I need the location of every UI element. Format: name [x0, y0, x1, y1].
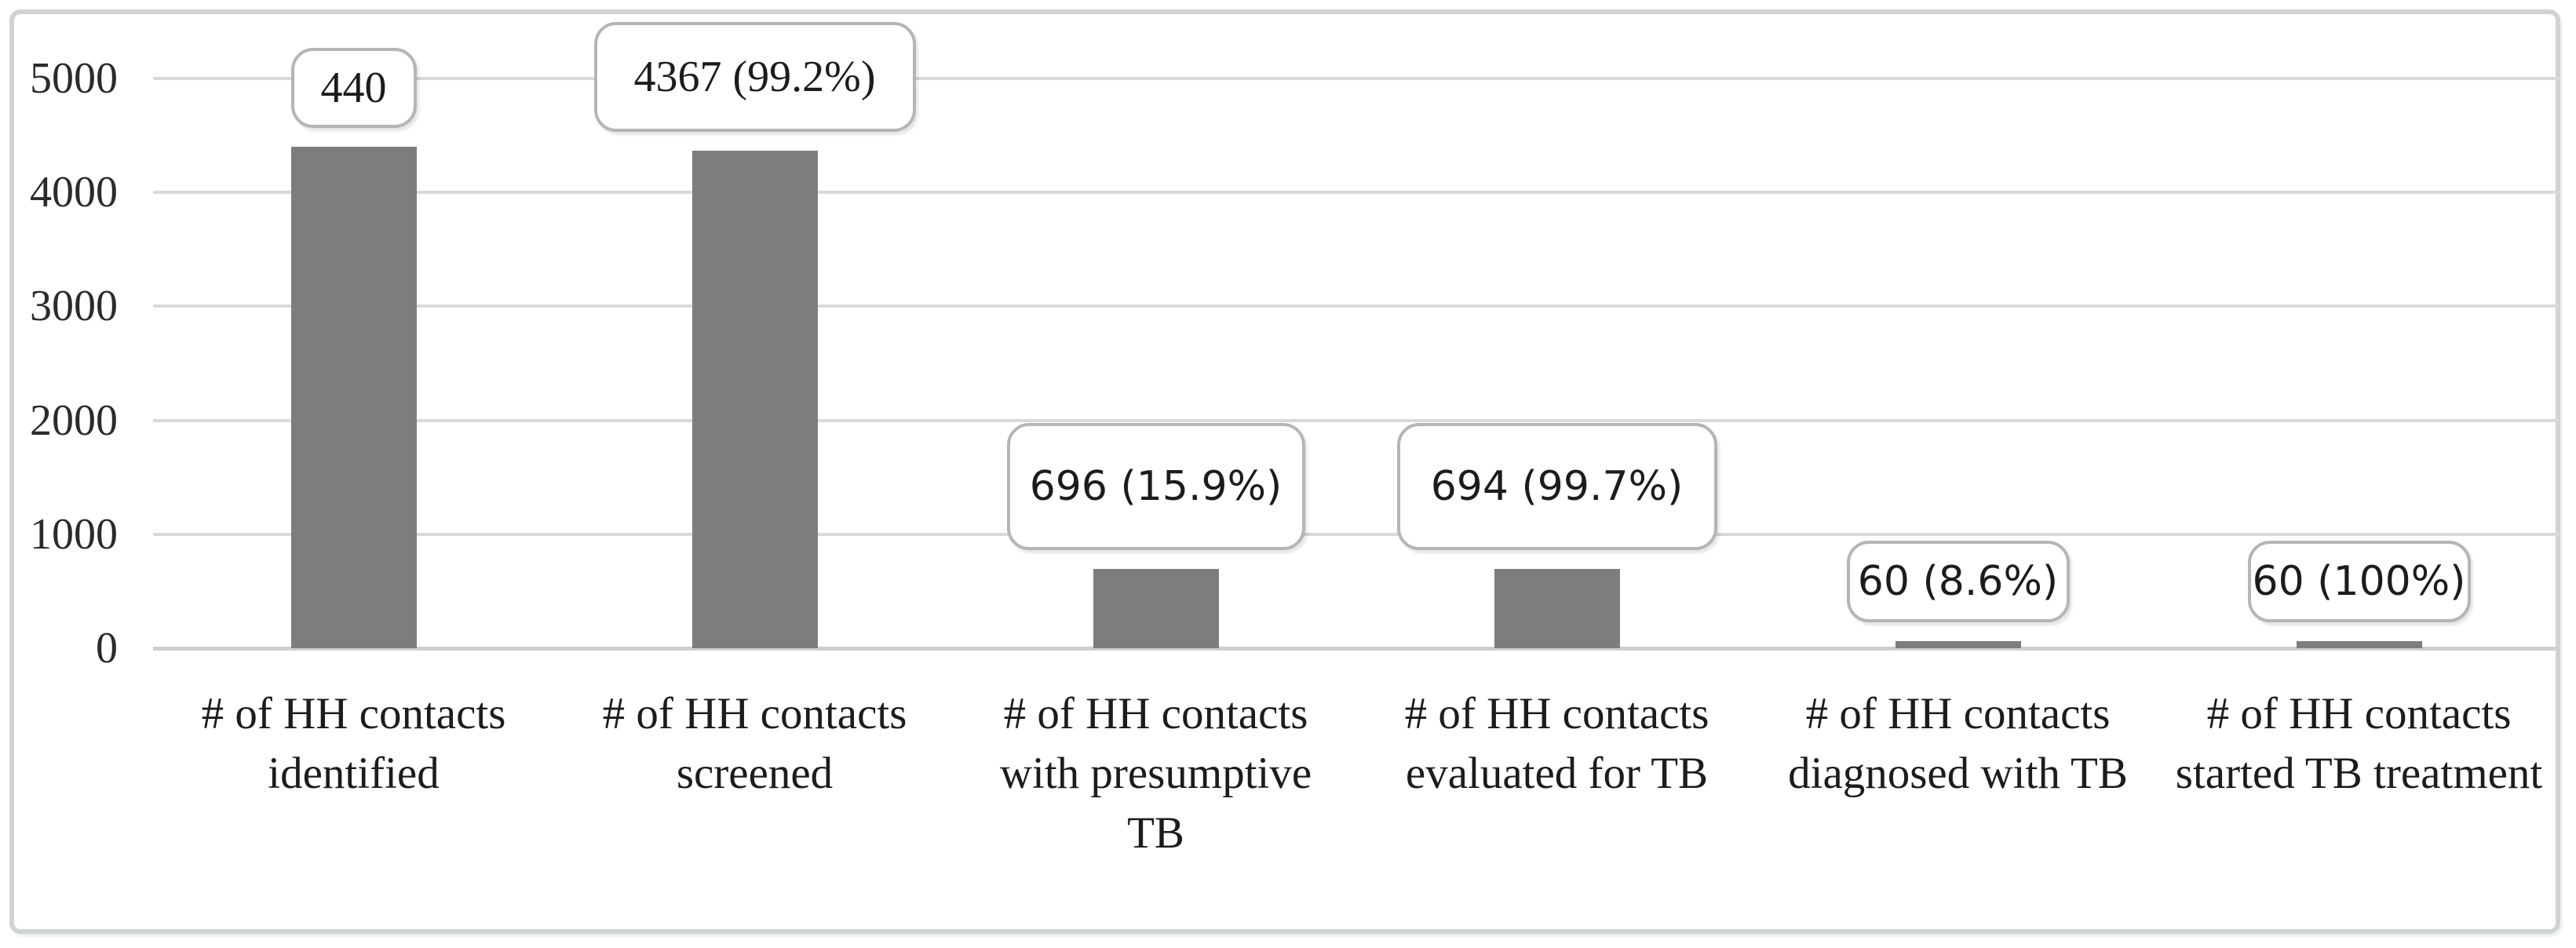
gridline-3000 [153, 304, 2560, 308]
y-axis-tick-label: 5000 [30, 54, 118, 103]
callout-label: 60 (100%) [2252, 558, 2466, 606]
y-axis-tick-label: 4000 [30, 168, 118, 217]
data-callout-6: 60 (100%) [2247, 541, 2471, 623]
y-axis-tick-label: 3000 [30, 282, 118, 331]
category-label-line: # of HH contacts [2206, 689, 2512, 738]
y-axis-tick-label: 2000 [30, 396, 118, 445]
x-axis-category-label-5: # of HH contacts diagnosed with TB [1707, 684, 2209, 804]
category-label-line: # of HH contacts [1805, 689, 2111, 738]
bar-6 [2296, 641, 2422, 648]
callout-label: 440 [320, 64, 387, 113]
category-label-line: # of HH contacts [602, 689, 907, 738]
callout-label: 4367 (99.2%) [633, 52, 876, 101]
data-callout-1: 440 [290, 48, 417, 129]
data-callout-3: 696 (15.9%) [1006, 422, 1305, 550]
callout-label: 696 (15.9%) [1029, 462, 1283, 510]
category-label-line: diagnosed with TB [1788, 749, 2128, 798]
gridline-5000 [153, 77, 2560, 80]
callout-label: 60 (8.6%) [1857, 558, 2059, 606]
category-label-line: identified [268, 749, 440, 798]
bar-1 [290, 147, 417, 648]
y-axis-tick-label: 0 [96, 624, 118, 673]
bar-3 [1093, 568, 1219, 648]
category-label-line: started TB treatment [2175, 749, 2543, 798]
x-axis-category-label-6: # of HH contacts started TB treatment [2108, 684, 2576, 804]
bar-2 [691, 150, 818, 648]
category-label-line: with presumptive [999, 749, 1312, 798]
bar-4 [1494, 569, 1620, 648]
x-axis-category-label-4: # of HH contacts evaluated for TB [1306, 684, 1808, 804]
category-label-line: # of HH contacts [201, 689, 506, 738]
category-label-line: # of HH contacts [1404, 689, 1709, 738]
category-label-line: TB [1127, 808, 1184, 858]
category-label-line: evaluated for TB [1405, 749, 1709, 798]
data-callout-2: 4367 (99.2%) [593, 21, 916, 132]
gridline-0 [153, 647, 2560, 651]
gridline-1000 [153, 532, 2560, 536]
callout-label: 694 (99.7%) [1430, 463, 1684, 511]
gridline-4000 [153, 191, 2560, 195]
figure-border [9, 9, 2560, 934]
bar-5 [1895, 641, 2021, 648]
x-axis-category-label-1: # of HH contacts identified [103, 684, 605, 804]
gridline-2000 [153, 418, 2560, 422]
x-axis-category-label-3: # of HH contacts with presumptive TB [905, 684, 1407, 863]
data-callout-5: 60 (8.6%) [1846, 541, 2070, 623]
category-label-line: # of HH contacts [1003, 689, 1308, 738]
y-axis-tick-label: 1000 [30, 509, 118, 559]
x-axis-category-label-2: # of HH contacts screened [504, 684, 1006, 804]
data-callout-4: 694 (99.7%) [1396, 423, 1717, 551]
category-label-line: screened [676, 749, 834, 798]
